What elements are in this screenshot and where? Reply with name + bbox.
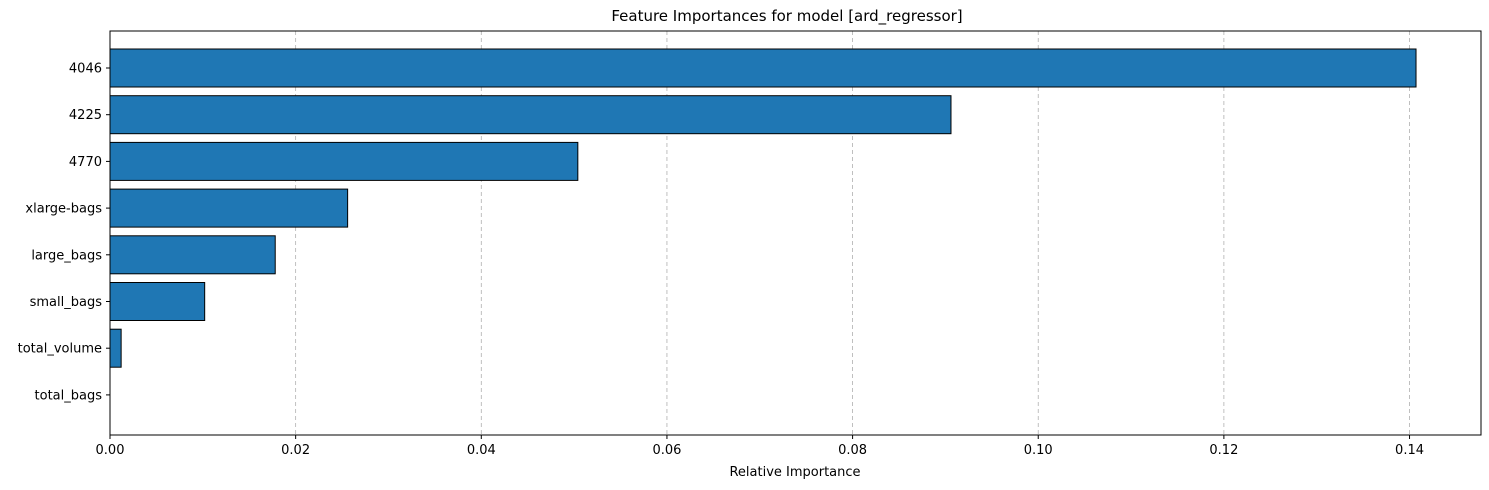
plot-frame <box>109 30 1482 436</box>
bars <box>109 48 1417 368</box>
x-tick-label: 0.00 <box>96 443 125 458</box>
bar-4770 <box>109 141 579 181</box>
bar-xlarge-bags <box>109 188 349 228</box>
y-tick-label: large_bags <box>31 248 102 263</box>
bar-4046 <box>109 48 1417 88</box>
x-tick-label: 0.14 <box>1395 443 1424 458</box>
chart-title: Feature Importances for model [ard_regre… <box>611 7 962 26</box>
x-tick-label: 0.04 <box>467 443 496 458</box>
x-axis-ticks: 0.00 0.02 0.04 0.06 0.08 0.10 0.12 0.14 <box>96 435 1424 458</box>
bar-small_bags <box>109 282 206 321</box>
bar-large_bags <box>109 235 276 275</box>
bar-4225 <box>109 95 952 135</box>
x-axis-label: Relative Importance <box>729 465 860 480</box>
y-axis-ticks: 4046 4225 4770 xlarge-bags large_bags small_b… <box>18 62 110 403</box>
y-tick-label: total_volume <box>18 342 102 357</box>
x-tick-label: 0.02 <box>281 443 310 458</box>
grid-lines <box>295 31 1410 435</box>
y-tick-label: 4046 <box>69 62 102 77</box>
y-tick-label: xlarge-bags <box>25 202 102 217</box>
bar-total_volume <box>109 328 122 368</box>
x-tick-label: 0.12 <box>1209 443 1238 458</box>
x-tick-label: 0.10 <box>1024 443 1053 458</box>
x-tick-label: 0.06 <box>652 443 681 458</box>
y-tick-label: 4225 <box>69 108 102 123</box>
y-tick-label: 4770 <box>69 155 102 170</box>
x-tick-label: 0.08 <box>838 443 867 458</box>
y-tick-label: small_bags <box>30 295 103 310</box>
y-tick-label: total_bags <box>35 388 103 403</box>
